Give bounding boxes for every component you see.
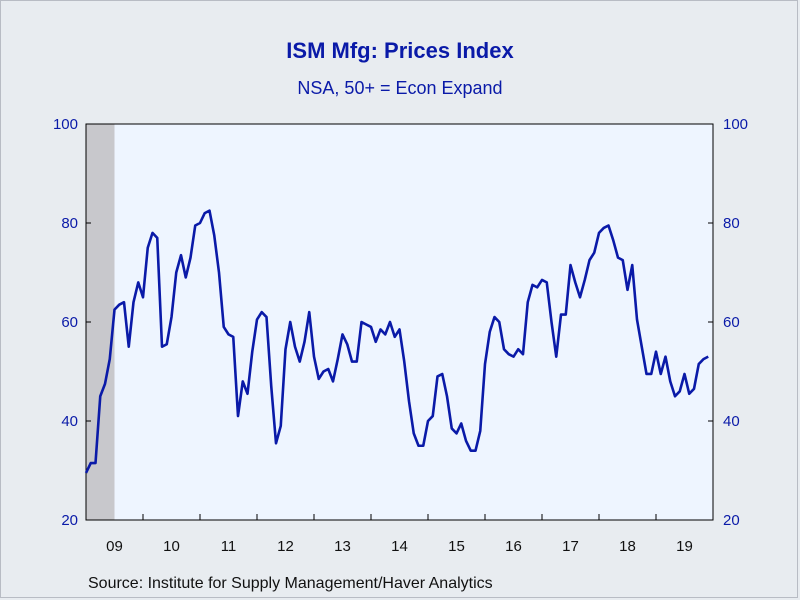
x-tick-label: 17	[562, 538, 579, 555]
y-tick-label-left: 60	[61, 314, 78, 331]
x-tick-label: 12	[277, 538, 294, 555]
x-tick-label: 14	[391, 538, 408, 555]
y-tick-label-left: 40	[61, 413, 78, 430]
y-tick-label-right: 40	[723, 413, 740, 430]
x-tick-label: 19	[676, 538, 693, 555]
y-tick-label-right: 60	[723, 314, 740, 331]
y-tick-label-right: 100	[723, 116, 748, 133]
x-tick-label: 16	[505, 538, 522, 555]
y-tick-label-left: 80	[61, 215, 78, 232]
y-tick-label-left: 100	[53, 116, 78, 133]
x-tick-label: 09	[106, 538, 123, 555]
y-tick-label-right: 80	[723, 215, 740, 232]
y-tick-label-right: 20	[723, 512, 740, 529]
y-tick-label-left: 20	[61, 512, 78, 529]
x-tick-label: 15	[448, 538, 465, 555]
x-tick-label: 11	[221, 538, 237, 555]
plot-area	[86, 124, 713, 520]
source-note: Source: Institute for Supply Management/…	[88, 575, 493, 592]
series-line-prices-index	[84, 209, 709, 474]
x-tick-label: 10	[163, 538, 180, 555]
chart-title: ISM Mfg: Prices Index	[286, 38, 514, 63]
x-tick-label: 13	[334, 538, 351, 555]
x-tick-label: 18	[619, 538, 636, 555]
chart-subtitle: NSA, 50+ = Econ Expand	[297, 78, 503, 98]
